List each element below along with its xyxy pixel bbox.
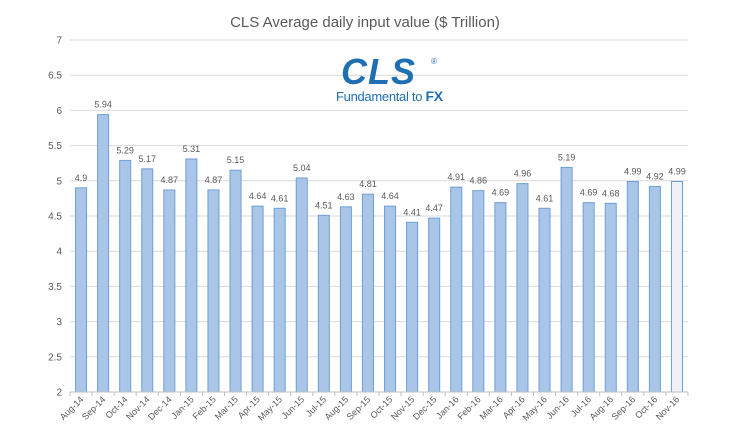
bar [207,189,220,393]
cls-logo-icon: CLS ® [339,51,439,104]
chart-title: CLS Average daily input value ($ Trillio… [230,14,500,31]
bar [251,205,264,393]
bar [582,202,595,393]
bar [472,190,485,393]
x-tick-label: Sep-14 [80,394,108,422]
data-label: 4.63 [337,192,355,202]
logo-tagline-emphasis: FX [425,88,443,104]
data-label: 5.31 [183,144,201,154]
bar [317,214,330,393]
data-label: 4.61 [271,193,289,203]
bar [560,166,573,393]
bar [163,189,176,393]
data-label: 5.29 [116,145,134,155]
data-label: 4.96 [514,169,532,179]
bar [516,183,529,393]
bar [450,186,463,393]
data-label: 4.91 [447,172,465,182]
x-tick-label: Sep-16 [610,394,638,422]
x-tick-label: Feb-15 [191,394,218,421]
data-label: 4.41 [403,207,421,217]
bar [538,207,551,393]
data-label: 4.47 [425,203,443,213]
bar [604,202,617,393]
data-label: 4.87 [205,175,223,185]
y-tick-label: 4.5 [48,212,62,223]
logo-tagline-prefix: Fundamental to [336,89,426,104]
x-tick-label: Nov-14 [124,394,152,422]
data-label: 4.69 [580,188,598,198]
bar [75,187,88,393]
bar [648,185,661,393]
y-axis: 2 2.5 3 3.5 4 4.5 5 5.5 6 6.5 7 [48,36,62,399]
x-tick-label: Mar-16 [478,394,505,421]
x-tick-label: Aug-16 [588,394,616,422]
bar [384,205,397,393]
data-label: 5.04 [293,163,311,173]
bar-series [75,114,683,393]
data-label: 4.9 [75,173,88,183]
x-tick-label: May-16 [521,394,549,422]
x-tick-label: Feb-16 [455,394,482,421]
y-tick-label: 2 [56,388,62,399]
x-axis: Aug-14Sep-14Oct-14Nov-14Dec-14Jan-15Feb-… [58,391,689,423]
bar [428,217,441,393]
x-tick-label: Sep-15 [345,394,373,422]
x-tick-label: Dec-15 [411,394,439,422]
x-tick-label: Jun-16 [544,394,571,421]
x-tick-label: Dec-14 [146,394,174,422]
data-label: 5.15 [227,155,245,165]
x-tick-label: Nov-16 [654,394,682,422]
data-label: 4.99 [668,167,686,177]
data-label: 4.81 [359,179,377,189]
data-label: 4.61 [536,193,554,203]
x-tick-label: Mar-15 [213,394,240,421]
bar [273,207,286,393]
data-label: 5.19 [558,152,576,162]
y-tick-label: 7 [56,36,62,47]
bar [97,114,110,393]
data-label: 4.92 [646,171,664,181]
x-tick-label: Nov-15 [389,394,417,422]
bar [141,168,154,393]
bar [361,193,374,393]
y-tick-label: 5.5 [48,141,62,152]
y-tick-label: 5 [56,176,62,187]
bar [119,159,132,393]
data-label: 4.68 [602,188,620,198]
data-label: 5.17 [138,154,156,164]
logo-tagline: Fundamental to FX [336,88,443,104]
bar [670,181,683,393]
y-tick-label: 3.5 [48,282,62,293]
x-tick-label: May-15 [256,394,284,422]
data-label: 4.86 [470,176,488,186]
data-label: 4.64 [381,191,399,201]
bar [494,202,507,393]
bar [339,206,352,393]
y-tick-label: 4 [56,247,62,258]
bar [406,221,419,393]
logo-registered-mark: ® [431,57,437,66]
data-label: 4.99 [624,167,642,177]
data-label: 4.69 [492,188,510,198]
bar [295,177,308,393]
data-labels: 4.9 5.94 5.29 5.17 4.87 5.31 4.87 5.15 4.64 4.61 5… [75,100,686,218]
y-tick-label: 6 [56,106,62,117]
x-tick-label: Jun-15 [280,394,307,421]
y-tick-label: 3 [56,317,62,328]
bar [626,181,639,393]
data-label: 5.94 [94,100,112,110]
data-label: 4.64 [249,191,267,201]
y-tick-label: 2.5 [48,352,62,363]
bar [229,169,242,393]
x-tick-label: Aug-15 [323,394,351,422]
data-label: 4.87 [161,175,179,185]
data-label: 4.51 [315,200,333,210]
y-tick-label: 6.5 [48,71,62,82]
bar [185,158,198,393]
logo-wordmark: CLS [341,54,416,90]
